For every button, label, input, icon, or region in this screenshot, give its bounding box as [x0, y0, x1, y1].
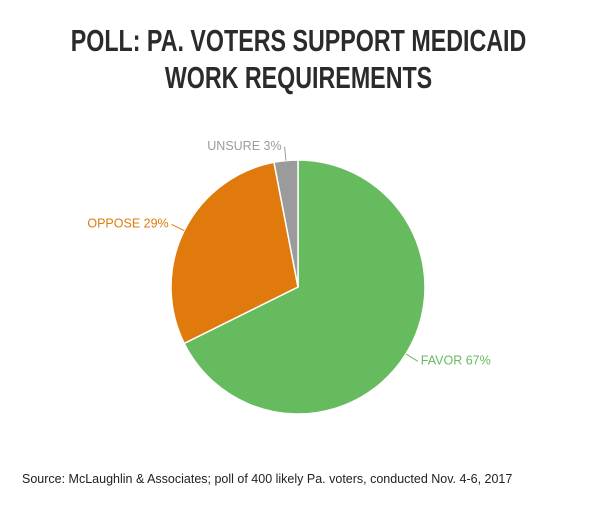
pie-slice: [170, 161, 299, 345]
chart-title: POLL: PA. VOTERS SUPPORT MEDICAID WORK R…: [70, 23, 527, 95]
data-label: OPPOSE 29%: [87, 217, 168, 231]
source-note: Source: McLaughlin & Associates; poll of…: [22, 472, 513, 486]
leader-line: [284, 146, 287, 161]
title-box: POLL: PA. VOTERS SUPPORT MEDICAID WORK R…: [28, 22, 569, 96]
data-label: FAVOR 67%: [421, 354, 491, 368]
leader-line: [171, 223, 185, 232]
data-label: UNSURE 3%: [207, 139, 281, 153]
leader-line: [405, 353, 419, 362]
